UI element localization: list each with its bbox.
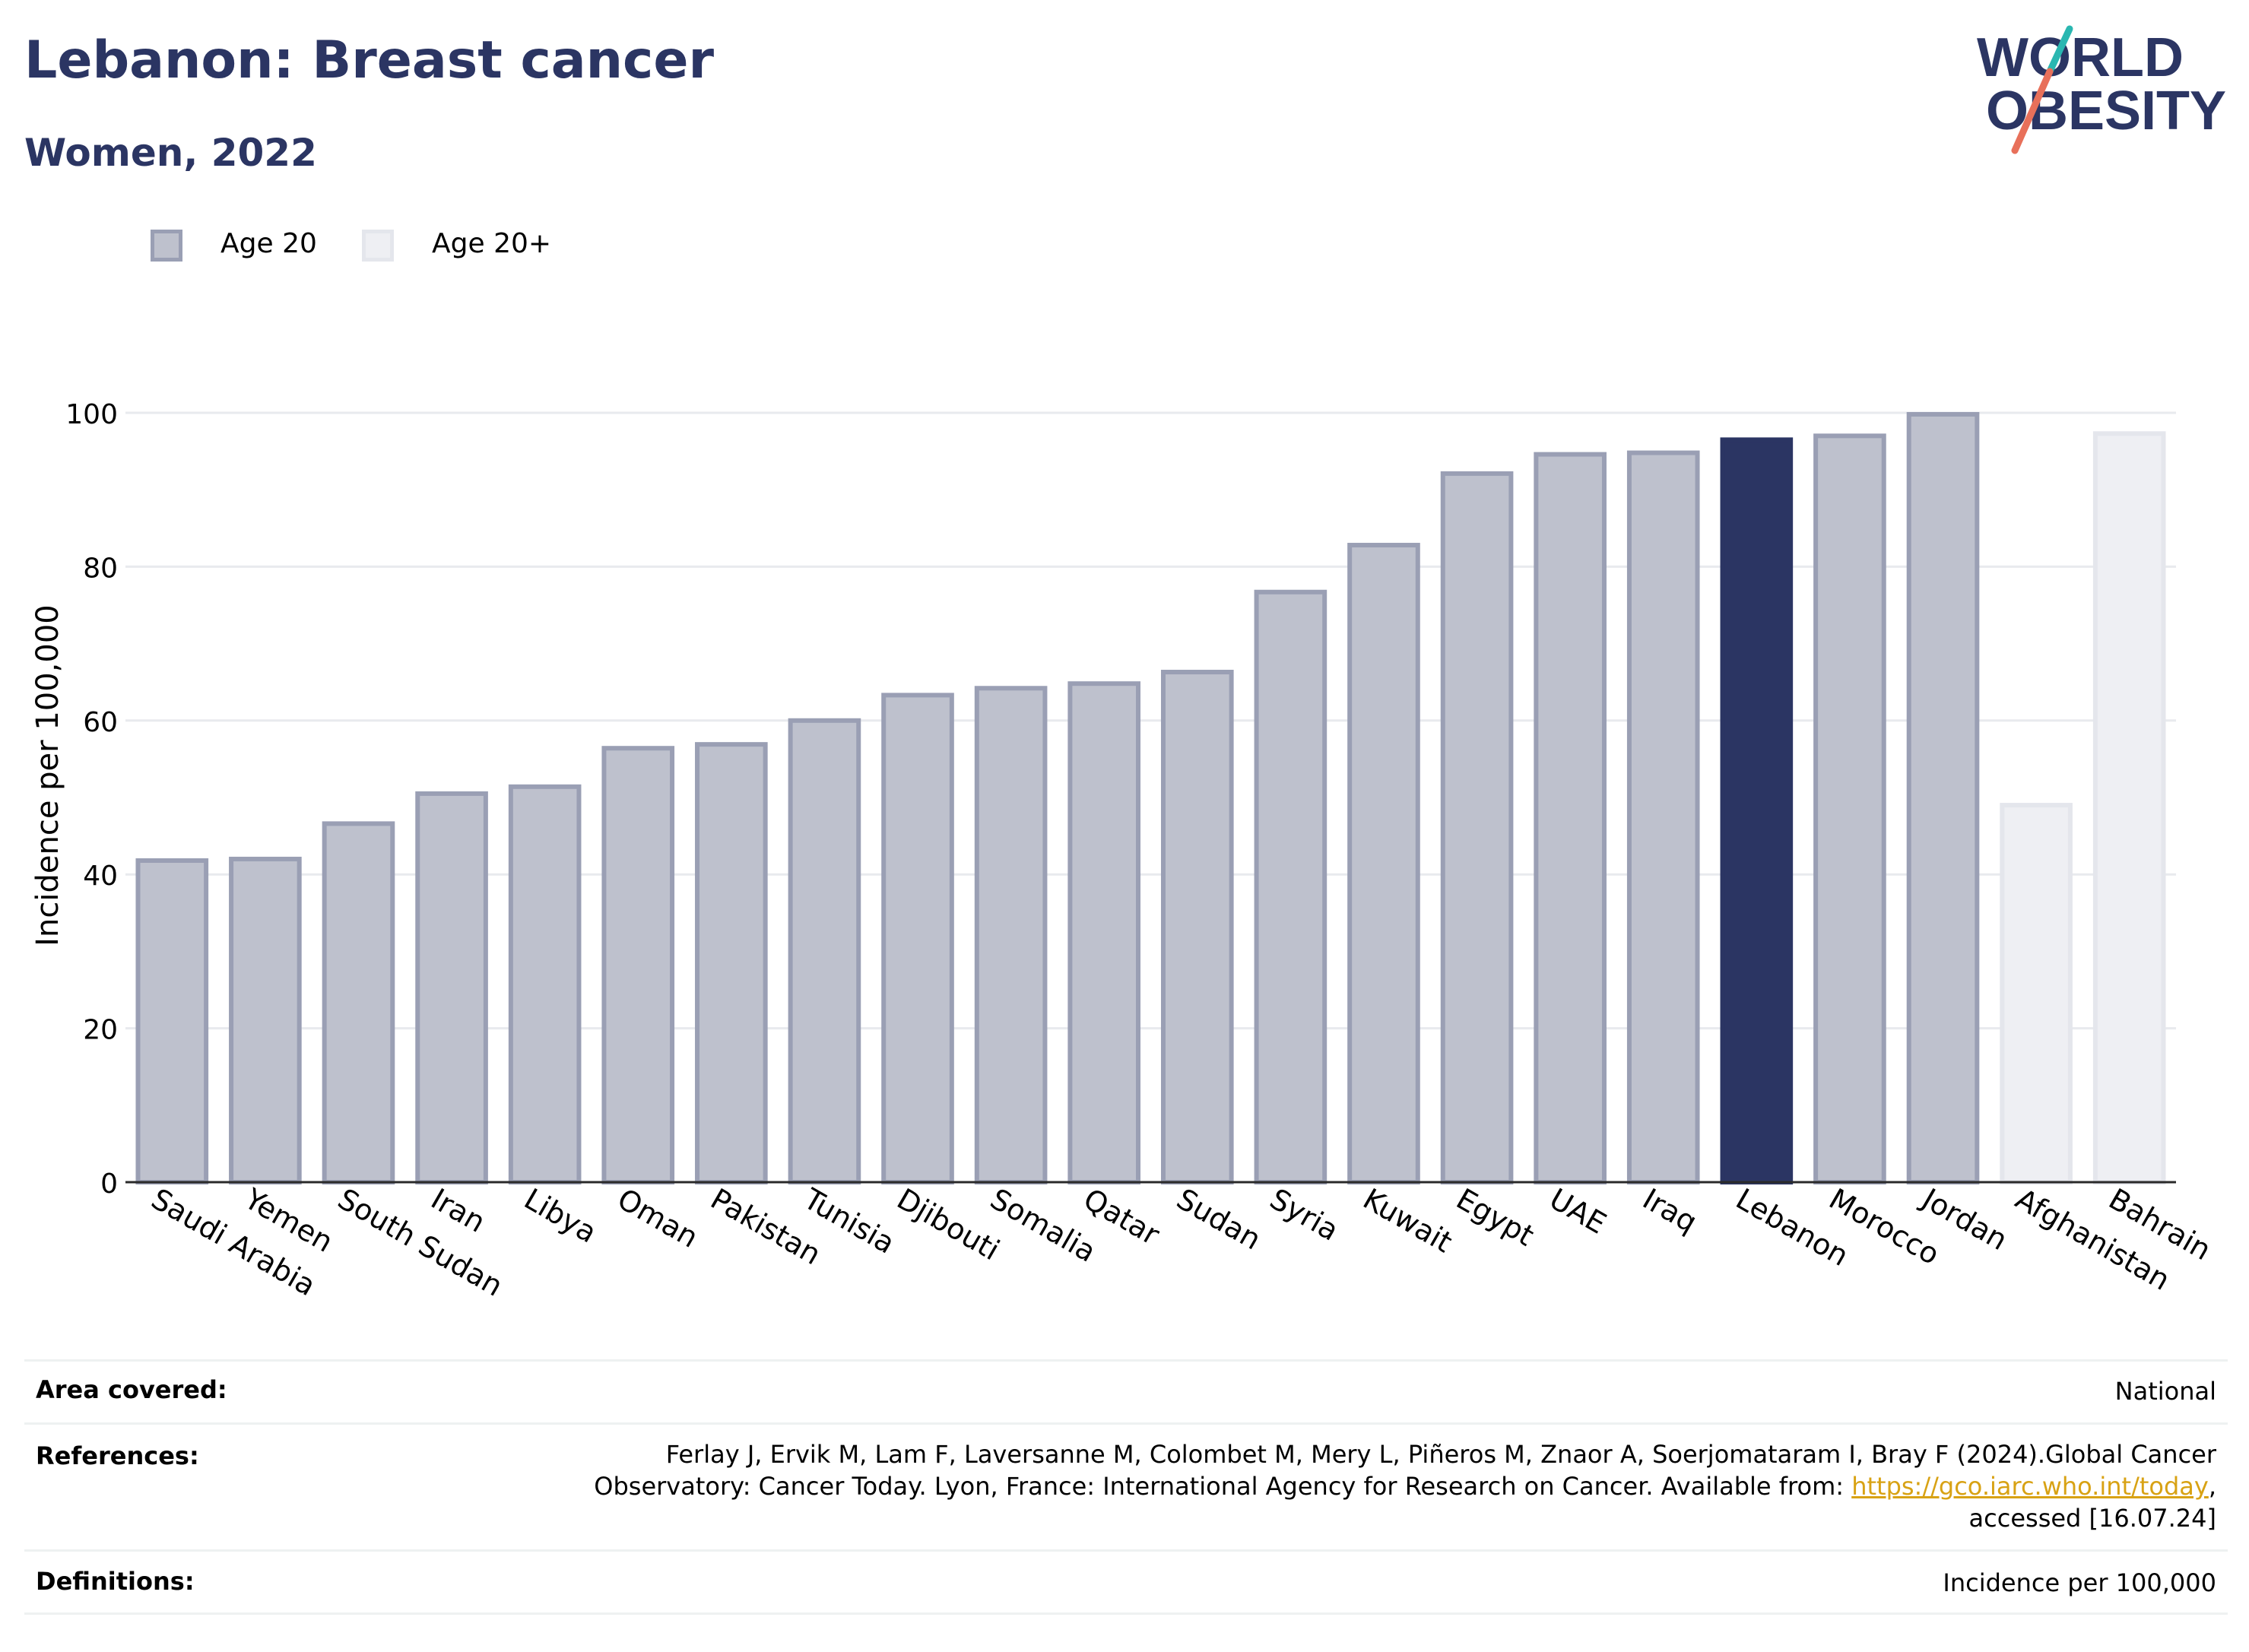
logo-line-world: WORLD [1977, 27, 2184, 88]
y-axis-ticks: 0 20 40 60 80 100 [65, 399, 118, 1200]
x-tick-label: Iraq [1637, 1182, 1702, 1239]
references-text-line-2: Observatory: Cancer Today. Lyon, France:… [594, 1472, 1852, 1501]
bar-uae[interactable] [1534, 452, 1607, 1184]
references-label: References: [36, 1441, 199, 1470]
area-covered-label: Area covered: [36, 1375, 227, 1404]
bar-yemen[interactable] [229, 856, 302, 1184]
bar-sudan[interactable] [1160, 670, 1234, 1184]
bar-qatar[interactable] [1067, 681, 1141, 1184]
definitions-value: Incidence per 100,000 [1943, 1568, 2216, 1597]
bar-kuwait[interactable] [1347, 543, 1420, 1184]
legend-swatch-age-20-plus [362, 230, 394, 262]
bar-lebanon[interactable] [1720, 437, 1794, 1184]
logo-slash-teal [2046, 25, 2073, 75]
bar-tunisia[interactable] [788, 718, 861, 1184]
bar-jordan[interactable] [1906, 411, 1980, 1184]
chart-subtitle: Women, 2022 [24, 131, 317, 175]
bar-somalia[interactable] [974, 686, 1048, 1184]
bar-iraq[interactable] [1626, 450, 1700, 1184]
legend-label-age-20-plus: Age 20+ [432, 228, 552, 259]
bar-bahrain[interactable] [2092, 431, 2166, 1184]
area-covered-row: Area covered: National [24, 1359, 2228, 1422]
references-row: References: Ferlay J, Ervik M, Lam F, La… [24, 1422, 2228, 1549]
bar-egypt[interactable] [1440, 471, 1514, 1184]
bar-saudi-arabia[interactable] [135, 858, 209, 1184]
bars [135, 411, 2166, 1185]
references-value: Ferlay J, Ervik M, Lam F, Laversanne M, … [24, 1425, 2228, 1534]
references-link[interactable]: https://gco.iarc.who.int/today [1851, 1472, 2209, 1501]
x-tick-label: South Sudan [332, 1182, 509, 1303]
legend-label-age-20: Age 20 [220, 228, 317, 259]
x-tick-label: Syria [1264, 1182, 1344, 1248]
y-axis-label: Incidence per 100,000 [30, 604, 65, 946]
y-tick-label: 40 [83, 861, 118, 892]
references-text-accessed: accessed [16.07.24] [1968, 1504, 2216, 1533]
references-text-line-1: Ferlay J, Ervik M, Lam F, Laversanne M, … [665, 1440, 2216, 1469]
y-tick-label: 0 [100, 1168, 118, 1200]
bar-morocco[interactable] [1813, 433, 1886, 1184]
legend-swatch-age-20 [151, 230, 182, 262]
x-tick-label: Egypt [1451, 1182, 1540, 1253]
chart-title: Lebanon: Breast cancer [24, 30, 715, 90]
x-tick-label: Kuwait [1357, 1182, 1458, 1260]
info-table: Area covered: National References: Ferla… [24, 1359, 2228, 1615]
definitions-label: Definitions: [36, 1567, 195, 1596]
y-tick-label: 60 [83, 707, 118, 738]
y-tick-label: 80 [83, 553, 118, 584]
x-tick-label: Djibouti [892, 1182, 1006, 1267]
x-tick-label: Oman [612, 1182, 704, 1254]
bar-afghanistan[interactable] [2000, 803, 2073, 1184]
x-tick-label: Sudan [1171, 1182, 1267, 1257]
bar-syria[interactable] [1254, 589, 1328, 1184]
x-tick-label: Iran [426, 1182, 491, 1239]
x-tick-label: Libya [519, 1182, 602, 1250]
y-tick-label: 100 [65, 399, 118, 430]
bar-iran[interactable] [415, 791, 488, 1185]
bar-oman[interactable] [601, 746, 675, 1184]
y-tick-label: 20 [83, 1015, 118, 1046]
references-text-comma: , [2208, 1472, 2216, 1501]
bar-pakistan[interactable] [695, 742, 768, 1184]
logo-slash-coral [2011, 68, 2054, 154]
area-covered-value: National [2114, 1377, 2216, 1406]
bar-libya[interactable] [508, 784, 582, 1184]
bar-djibouti[interactable] [881, 693, 954, 1184]
definitions-row: Definitions: Incidence per 100,000 [24, 1549, 2228, 1615]
x-tick-label: Somalia [985, 1182, 1102, 1269]
bar-south-sudan[interactable] [322, 821, 395, 1184]
world-obesity-logo: WORLD OBESITY [1977, 25, 2226, 154]
x-tick-label: UAE [1544, 1182, 1612, 1241]
